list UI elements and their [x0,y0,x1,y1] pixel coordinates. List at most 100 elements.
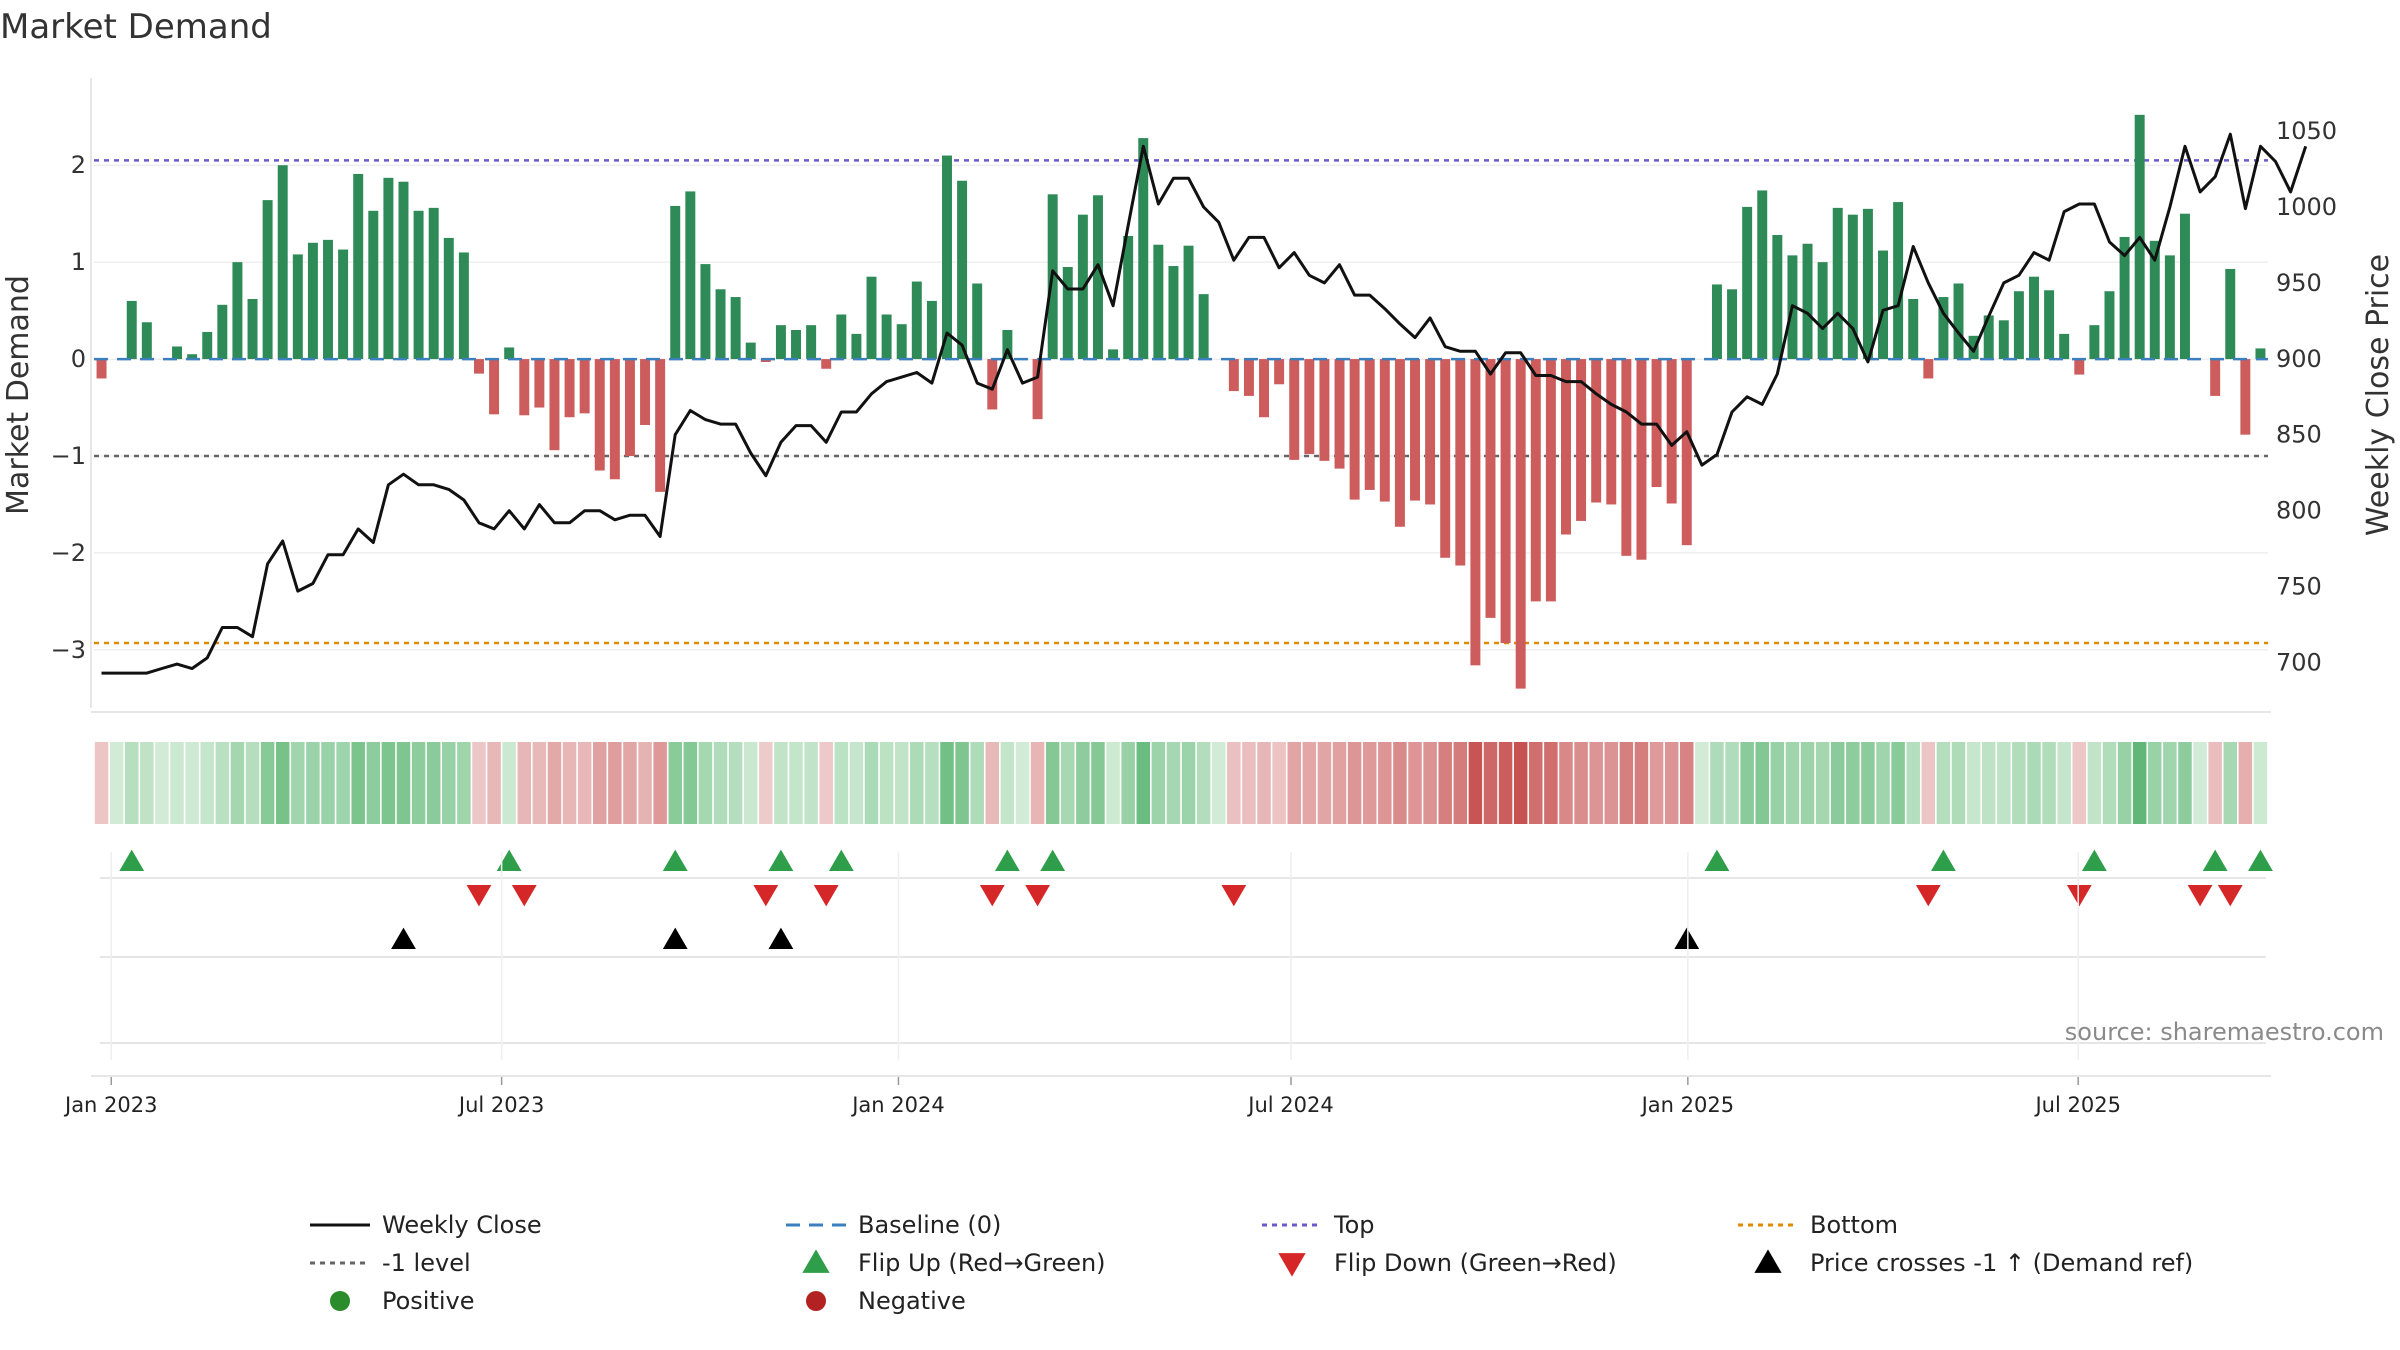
y2-tick-label: 950 [2276,269,2322,297]
legend-swatch [330,1291,350,1311]
heat-cell [1091,742,1105,824]
heat-cell [1997,742,2011,824]
demand-bar [655,359,666,492]
x-tick-label: Jul 2023 [457,1093,544,1117]
heat-cell [502,742,516,824]
heat-cell [155,742,169,824]
heat-cell [1181,742,1196,824]
demand-bar [1500,359,1511,644]
heat-cell [1423,742,1437,824]
heat-cell [1785,742,1800,824]
heat-cell [140,742,154,824]
demand-bar [1364,359,1375,490]
flip-down-marker [2187,885,2213,907]
x-tick-label: Jul 2024 [1246,1093,1333,1117]
demand-bar [1968,335,1979,360]
heat-cell [2072,742,2087,824]
heat-cell [2178,742,2192,824]
demand-bar [1711,284,1722,360]
demand-bar [881,314,892,360]
heat-cell [925,742,939,824]
heat-cell [2027,742,2041,824]
demand-bar [911,281,922,360]
demand-bar [2013,291,2024,360]
heat-cell [2208,742,2222,824]
demand-bar [926,300,937,360]
demand-bar [1666,359,1677,504]
heat-cell [426,742,441,824]
demand-bar [549,359,560,451]
heat-cell [185,742,199,824]
heat-cell [396,742,411,824]
y2-tick-label: 900 [2276,345,2322,373]
demand-bar [1168,266,1179,360]
heat-cell [1378,742,1392,824]
heat-cell [1347,742,1362,824]
heat-cell [1332,742,1347,824]
legend-swatch [802,1249,830,1273]
heat-cell [1272,742,1286,824]
heat-cell [894,742,909,824]
demand-bar [398,181,409,360]
demand-bar [685,191,696,360]
price-cross-marker [391,927,416,949]
demand-bar [2179,213,2190,360]
demand-bar [866,276,877,360]
demand-bar [609,359,620,480]
legend-label: Flip Up (Red→Green) [858,1249,1106,1277]
demand-bar [730,297,741,360]
demand-bar [1560,359,1571,535]
flip-down-marker [2066,885,2092,907]
demand-bar [1515,359,1526,689]
heat-cell [230,742,245,824]
flip-down-marker [1915,885,1941,907]
heat-cell [109,742,124,824]
price-cross-marker [768,927,794,949]
x-tick-label: Jan 2025 [1640,1093,1735,1117]
heat-cell [1030,742,1045,824]
weekly-close-series [101,132,2308,675]
flip-down-marker [1025,885,1050,907]
legend-label: Flip Down (Green→Red) [1334,1249,1617,1277]
demand-bar [1062,267,1073,360]
heat-cell [1498,742,1513,824]
demand-bar [700,264,711,360]
price-cross-marker [1674,927,1700,949]
y-tick-label: −1 [51,442,86,470]
demand-bar [579,359,590,414]
heat-cell [1770,742,1785,824]
heat-cell [1529,742,1543,824]
heat-cell [457,742,471,824]
heat-cell [306,742,320,824]
demand-bar [2119,236,2130,360]
heat-cell [1438,742,1452,824]
legend-item-minus-one: -1 level [310,1249,471,1277]
heat-cell [849,742,864,824]
heat-cell [1513,742,1528,824]
demand-bar [1123,235,1134,360]
heat-cell [1166,742,1181,824]
heat-cell [321,742,335,824]
legend-item-flip-down: Flip Down (Green→Red) [1278,1249,1617,1277]
heat-cell [1393,742,1407,824]
y2-axis-label: Weekly Close Price [2361,254,2396,536]
heat-cell [1589,742,1603,824]
demand-bar [353,173,364,360]
heat-cell [955,742,969,824]
heat-cell [1951,742,1966,824]
demand-bar [262,200,273,360]
legend-item-top: Top [1262,1211,1375,1239]
price-cross-marker [662,927,688,949]
heat-cell [1936,742,1951,824]
legend-item-price-cross: Price crosses -1 ↑ (Demand ref) [1754,1249,2193,1277]
demand-bar [1742,206,1753,360]
demand-bar [896,324,907,360]
demand-bar [1108,349,1119,360]
heat-cell [1483,742,1498,824]
flip-signal-panel [100,849,2273,907]
heat-cell [547,742,562,824]
demand-bar [2149,240,2160,360]
demand-bar [489,359,500,415]
x-tick-label: Jan 2023 [63,1093,158,1117]
heat-cell [2148,742,2162,824]
